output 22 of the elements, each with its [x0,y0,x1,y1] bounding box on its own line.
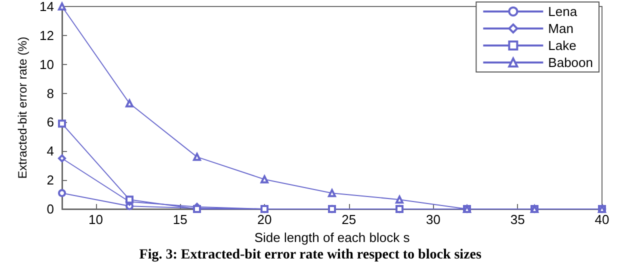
y-tick-label: 2 [46,172,54,188]
x-tick-label: 25 [342,212,356,227]
x-tick-label: 30 [426,212,440,227]
legend-label: Lake [548,38,576,53]
x-tick-label: 10 [88,212,103,227]
y-tick-label: 12 [40,28,54,43]
y-tick-label: 14 [40,0,54,14]
legend-label: Man [548,21,574,36]
y-tick-label: 6 [46,114,54,130]
legend-label: Lena [548,4,578,19]
x-tick-label: 20 [257,212,272,227]
legend-label: Baboon [548,55,594,70]
x-axis-title: Side length of each block s [254,230,410,245]
x-tick-label: 35 [510,212,525,227]
y-tick-label: 10 [40,56,54,72]
x-tick-label: 15 [172,212,188,227]
caption: Fig. 3: Extracted-bit error rate with respect to block sizes [139,248,482,262]
y-axis-title: Extracted-bit error rate (%) [16,36,30,179]
x-tick-label: 40 [594,212,610,227]
y-tick-label: 0 [46,202,54,216]
y-tick-label: 8 [46,86,54,101]
y-tick-label: 4 [46,144,54,159]
